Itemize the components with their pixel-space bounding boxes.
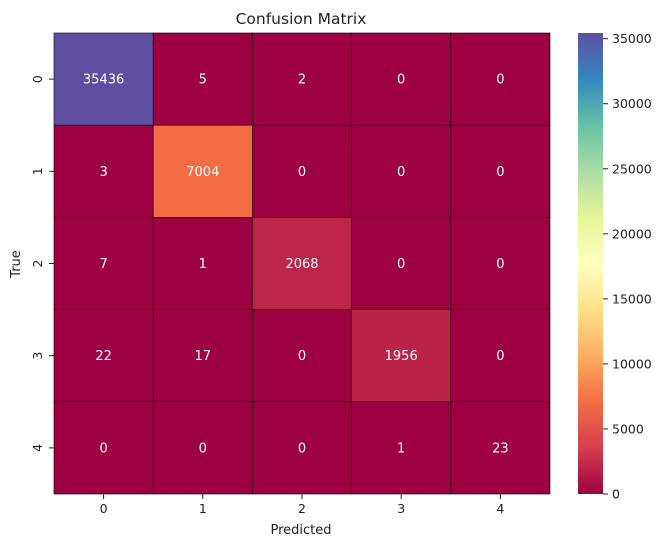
heatmap-cell	[152, 32, 253, 126]
chart-title: Confusion Matrix	[236, 10, 367, 28]
cell-value-label: 0	[298, 441, 306, 456]
x-tick-label: 2	[298, 501, 306, 516]
cell-value-label: 0	[496, 349, 504, 364]
cell-value-label: 0	[496, 73, 504, 88]
cell-value-label: 0	[397, 73, 405, 88]
cell-value-label: 0	[397, 165, 405, 180]
heatmap-cell	[351, 217, 452, 310]
cell-value-label: 5	[199, 73, 207, 88]
x-tick-label: 0	[100, 501, 108, 516]
y-tick-label: 3	[30, 352, 45, 360]
cell-value-label: 3	[99, 165, 107, 180]
cell-value-label: 0	[397, 257, 405, 272]
cell-value-label: 1	[397, 441, 405, 456]
x-axis-ticks: 0 1 2 3 4	[100, 494, 504, 516]
x-tick-label: 4	[496, 501, 504, 516]
cell-value-label: 22	[95, 349, 112, 364]
y-axis-ticks: 0 1 2 3 4	[30, 75, 54, 452]
heatmap-cell	[53, 124, 154, 218]
cell-value-label: 2068	[285, 257, 318, 272]
cell-value-label: 35436	[83, 73, 124, 88]
colorbar-tick-label: 15000	[612, 291, 652, 306]
heatmap-cell	[252, 401, 352, 495]
colorbar-tick-label: 25000	[612, 161, 652, 176]
y-tick-label: 0	[30, 75, 45, 83]
cell-value-label: 7004	[186, 165, 219, 180]
cell-value-label: 0	[496, 165, 504, 180]
x-tick-label: 1	[199, 501, 207, 516]
heatmap-cell	[152, 124, 253, 218]
cell-value-label: 0	[496, 257, 504, 272]
cell-value-label: 1956	[385, 349, 418, 364]
y-tick-label: 4	[30, 444, 45, 452]
heatmap-cell	[450, 32, 551, 126]
heatmap-cell	[53, 32, 154, 126]
x-axis-label: Predicted	[270, 523, 331, 538]
colorbar-tick-label: 35000	[612, 31, 652, 46]
colorbar-tick-label: 5000	[612, 421, 644, 436]
heatmap-cell	[351, 32, 452, 126]
heatmap-cell	[152, 309, 253, 403]
cell-value-label: 0	[298, 165, 306, 180]
colorbar	[578, 33, 603, 494]
heatmap-cell	[252, 32, 352, 126]
colorbar-tick-label: 20000	[612, 226, 652, 241]
y-axis-label: True	[9, 250, 24, 279]
heatmap-cell	[252, 309, 352, 403]
cell-value-label: 1	[199, 257, 207, 272]
colorbar-tick-label: 0	[612, 487, 620, 502]
cell-value-label: 17	[195, 349, 212, 364]
heatmap-cell	[450, 309, 551, 403]
heatmap-cell	[152, 401, 253, 495]
y-tick-label: 2	[30, 260, 45, 268]
cell-value-label: 2	[298, 73, 306, 88]
colorbar-tick-label: 10000	[612, 356, 652, 371]
cell-value-label: 0	[298, 349, 306, 364]
heatmap-cell	[351, 309, 452, 403]
cell-value-label: 7	[99, 257, 107, 272]
y-tick-label: 1	[30, 167, 45, 175]
cell-value-label: 23	[492, 441, 509, 456]
heatmap-cell	[252, 124, 352, 218]
heatmap-cell	[450, 401, 551, 495]
heatmap-cell	[450, 124, 551, 218]
cell-value-label: 0	[99, 441, 107, 456]
cell-value-label: 0	[199, 441, 207, 456]
heatmap-cells: 35436 5 2 0 0 3 7004 0 0 0 7 1 2068 0 0 22 17 0 1956 0 0 0 0 1 2…	[53, 32, 551, 495]
colorbar-ticks: 0 5000 10000 15000 20000 25000 30000 35000	[603, 31, 652, 502]
heatmap-cell	[450, 217, 551, 310]
colorbar-tick-label: 30000	[612, 96, 652, 111]
x-tick-label: 3	[397, 501, 405, 516]
heatmap-cell	[252, 217, 352, 310]
heatmap-cell	[152, 217, 253, 310]
heatmap-cell	[53, 401, 154, 495]
